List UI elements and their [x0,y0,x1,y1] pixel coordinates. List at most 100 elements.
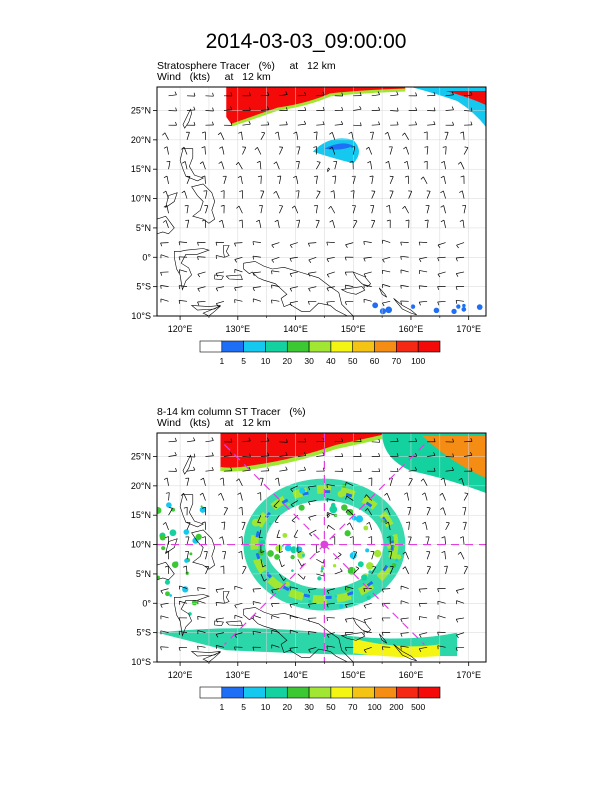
wind-barb-flag [363,619,367,624]
wind-barb-flag [290,504,294,508]
wind-barb-flag [397,107,399,112]
wind-barb-flag [215,634,219,638]
wind-barb-flag [437,301,440,306]
wind-barb-flag [234,287,237,292]
wind-barb [363,630,372,633]
wind-barb [461,190,465,199]
tracer-speck [282,532,288,538]
wind-barb-flag [365,508,368,512]
tracer-speck [259,540,266,547]
tracer-speck [200,505,203,508]
wind-barb [215,602,224,604]
wind-barb [371,551,375,560]
colorbar-swatch [374,686,397,699]
wind-barb [316,124,325,126]
wind-barb [186,565,188,574]
coastline [165,538,178,555]
wind-barb-flag [470,451,473,456]
wind-barb-flag [220,565,224,568]
wind-barb-flag [261,131,265,134]
wind-barb-flag [217,132,221,136]
wind-barb [331,146,336,155]
wind-barb [345,602,354,605]
wind-barb-flag [405,219,410,222]
wind-barb-flag [252,241,254,246]
wind-barb-flag [257,492,261,495]
wind-barb [334,161,338,170]
coastline [393,644,417,662]
wind-barb [186,132,190,140]
wind-barb-flag [322,452,325,456]
wind-barb-flag [291,520,296,523]
wind-barb-flag [178,256,181,261]
wind-barb-flag [169,507,173,509]
wind-barb [294,205,299,214]
wind-barb [464,454,473,457]
wind-barb [419,300,428,303]
wind-barb [445,470,454,472]
wind-barb [371,441,380,443]
wind-barb [168,94,177,97]
wind-barb [326,602,335,605]
wind-barb-flag [346,522,350,526]
panel2-label-wind: Wind (kts) at 12 km [157,417,271,429]
wind-barb [308,271,317,274]
tracer-speck [169,594,173,597]
wind-barb-flag [440,507,444,510]
x-tick-label: 120°E [168,324,193,334]
y-tick-label: 5°S [136,282,151,292]
wind-barb-flag [289,288,293,292]
wind-barb-flag [460,175,465,178]
wind-barb [308,500,317,503]
wind-barb [347,509,354,516]
wind-barb-flag [286,107,288,111]
wind-barb-flag [402,551,406,555]
wind-barb-flag [470,438,473,442]
wind-barb [388,521,391,530]
wind-barb-flag [291,205,295,209]
wind-barb [271,270,280,273]
wind-barb [242,147,247,155]
tracer-speck [391,562,397,568]
wind-barb [160,646,169,648]
wind-barb [389,205,391,214]
wind-barb-flag [260,551,265,553]
wind-barb-flag [267,452,270,456]
wind-barb [179,585,188,589]
tracer-speck [291,569,294,572]
y-tick-label: 5°N [136,569,151,579]
wind-barb [309,529,317,535]
wind-barb [316,573,325,577]
wind-barb-flag [202,506,206,509]
plot-frame [156,432,487,663]
wind-barb-flag [341,106,344,111]
wind-barb [241,551,243,560]
tracer-speck [396,554,402,560]
wind-barb-flag [378,121,381,125]
wind-barb [168,454,177,457]
tracer-speck [337,490,345,498]
wind-barb-flag [344,271,347,276]
tracer-speck [320,567,324,571]
wind-barb [238,205,243,214]
wind-barb-flag [386,204,390,207]
wind-barb-flag [400,618,403,623]
wind-barb-flag [381,603,384,607]
wind-barb-flag [248,120,251,125]
x-tick-label: 120°E [168,670,193,680]
wind-barb [240,492,243,501]
tracer-speck [385,306,393,314]
wind-barb-flag [326,617,329,622]
wind-barb [426,146,429,155]
wind-barb-flag [415,92,417,96]
wind-barb [216,255,225,258]
wind-barb [334,124,343,126]
wind-barb-flag [238,536,243,539]
wind-barb-flag [263,578,268,582]
wind-barb-flag [455,300,458,304]
wind-barb-flag [329,146,333,150]
wind-barb [371,205,375,214]
colorbar-swatch [199,686,223,699]
wind-barb-flag [402,132,405,136]
wind-barb [197,600,206,604]
